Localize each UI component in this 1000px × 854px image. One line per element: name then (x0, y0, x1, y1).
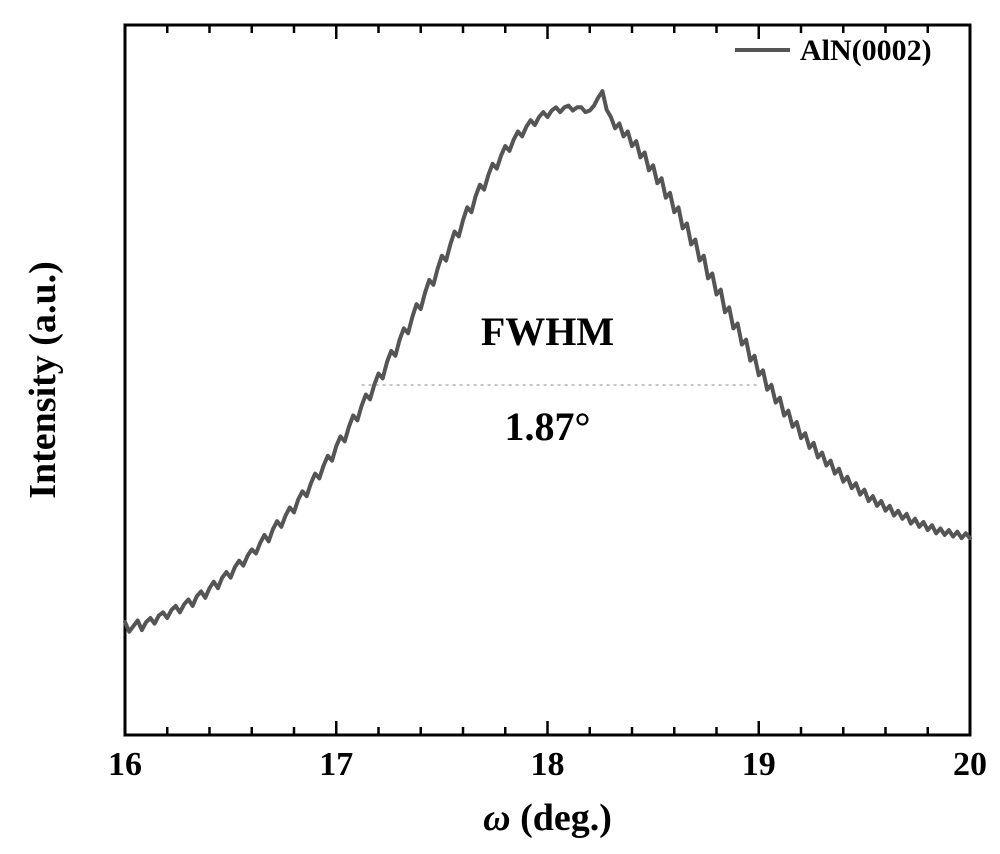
fwhm-label: FWHM (481, 309, 614, 354)
x-axis-label: ω (deg.) (483, 797, 612, 839)
chart-container: 16 17 18 19 20 ω (deg.) Intensity (a.u.) AlN(00… (0, 0, 1000, 854)
fwhm-value: 1.87° (505, 404, 591, 449)
x-tick-label: 17 (319, 746, 353, 783)
x-tick-label: 20 (953, 746, 987, 783)
legend-label: AlN(0002) (800, 34, 932, 67)
x-tick-label: 18 (531, 746, 565, 783)
y-axis-label: Intensity (a.u.) (22, 261, 64, 499)
xrd-rocking-curve-chart: 16 17 18 19 20 ω (deg.) Intensity (a.u.) AlN(00… (0, 0, 1000, 854)
x-tick-label: 16 (108, 746, 142, 783)
x-tick-label: 19 (742, 746, 776, 783)
